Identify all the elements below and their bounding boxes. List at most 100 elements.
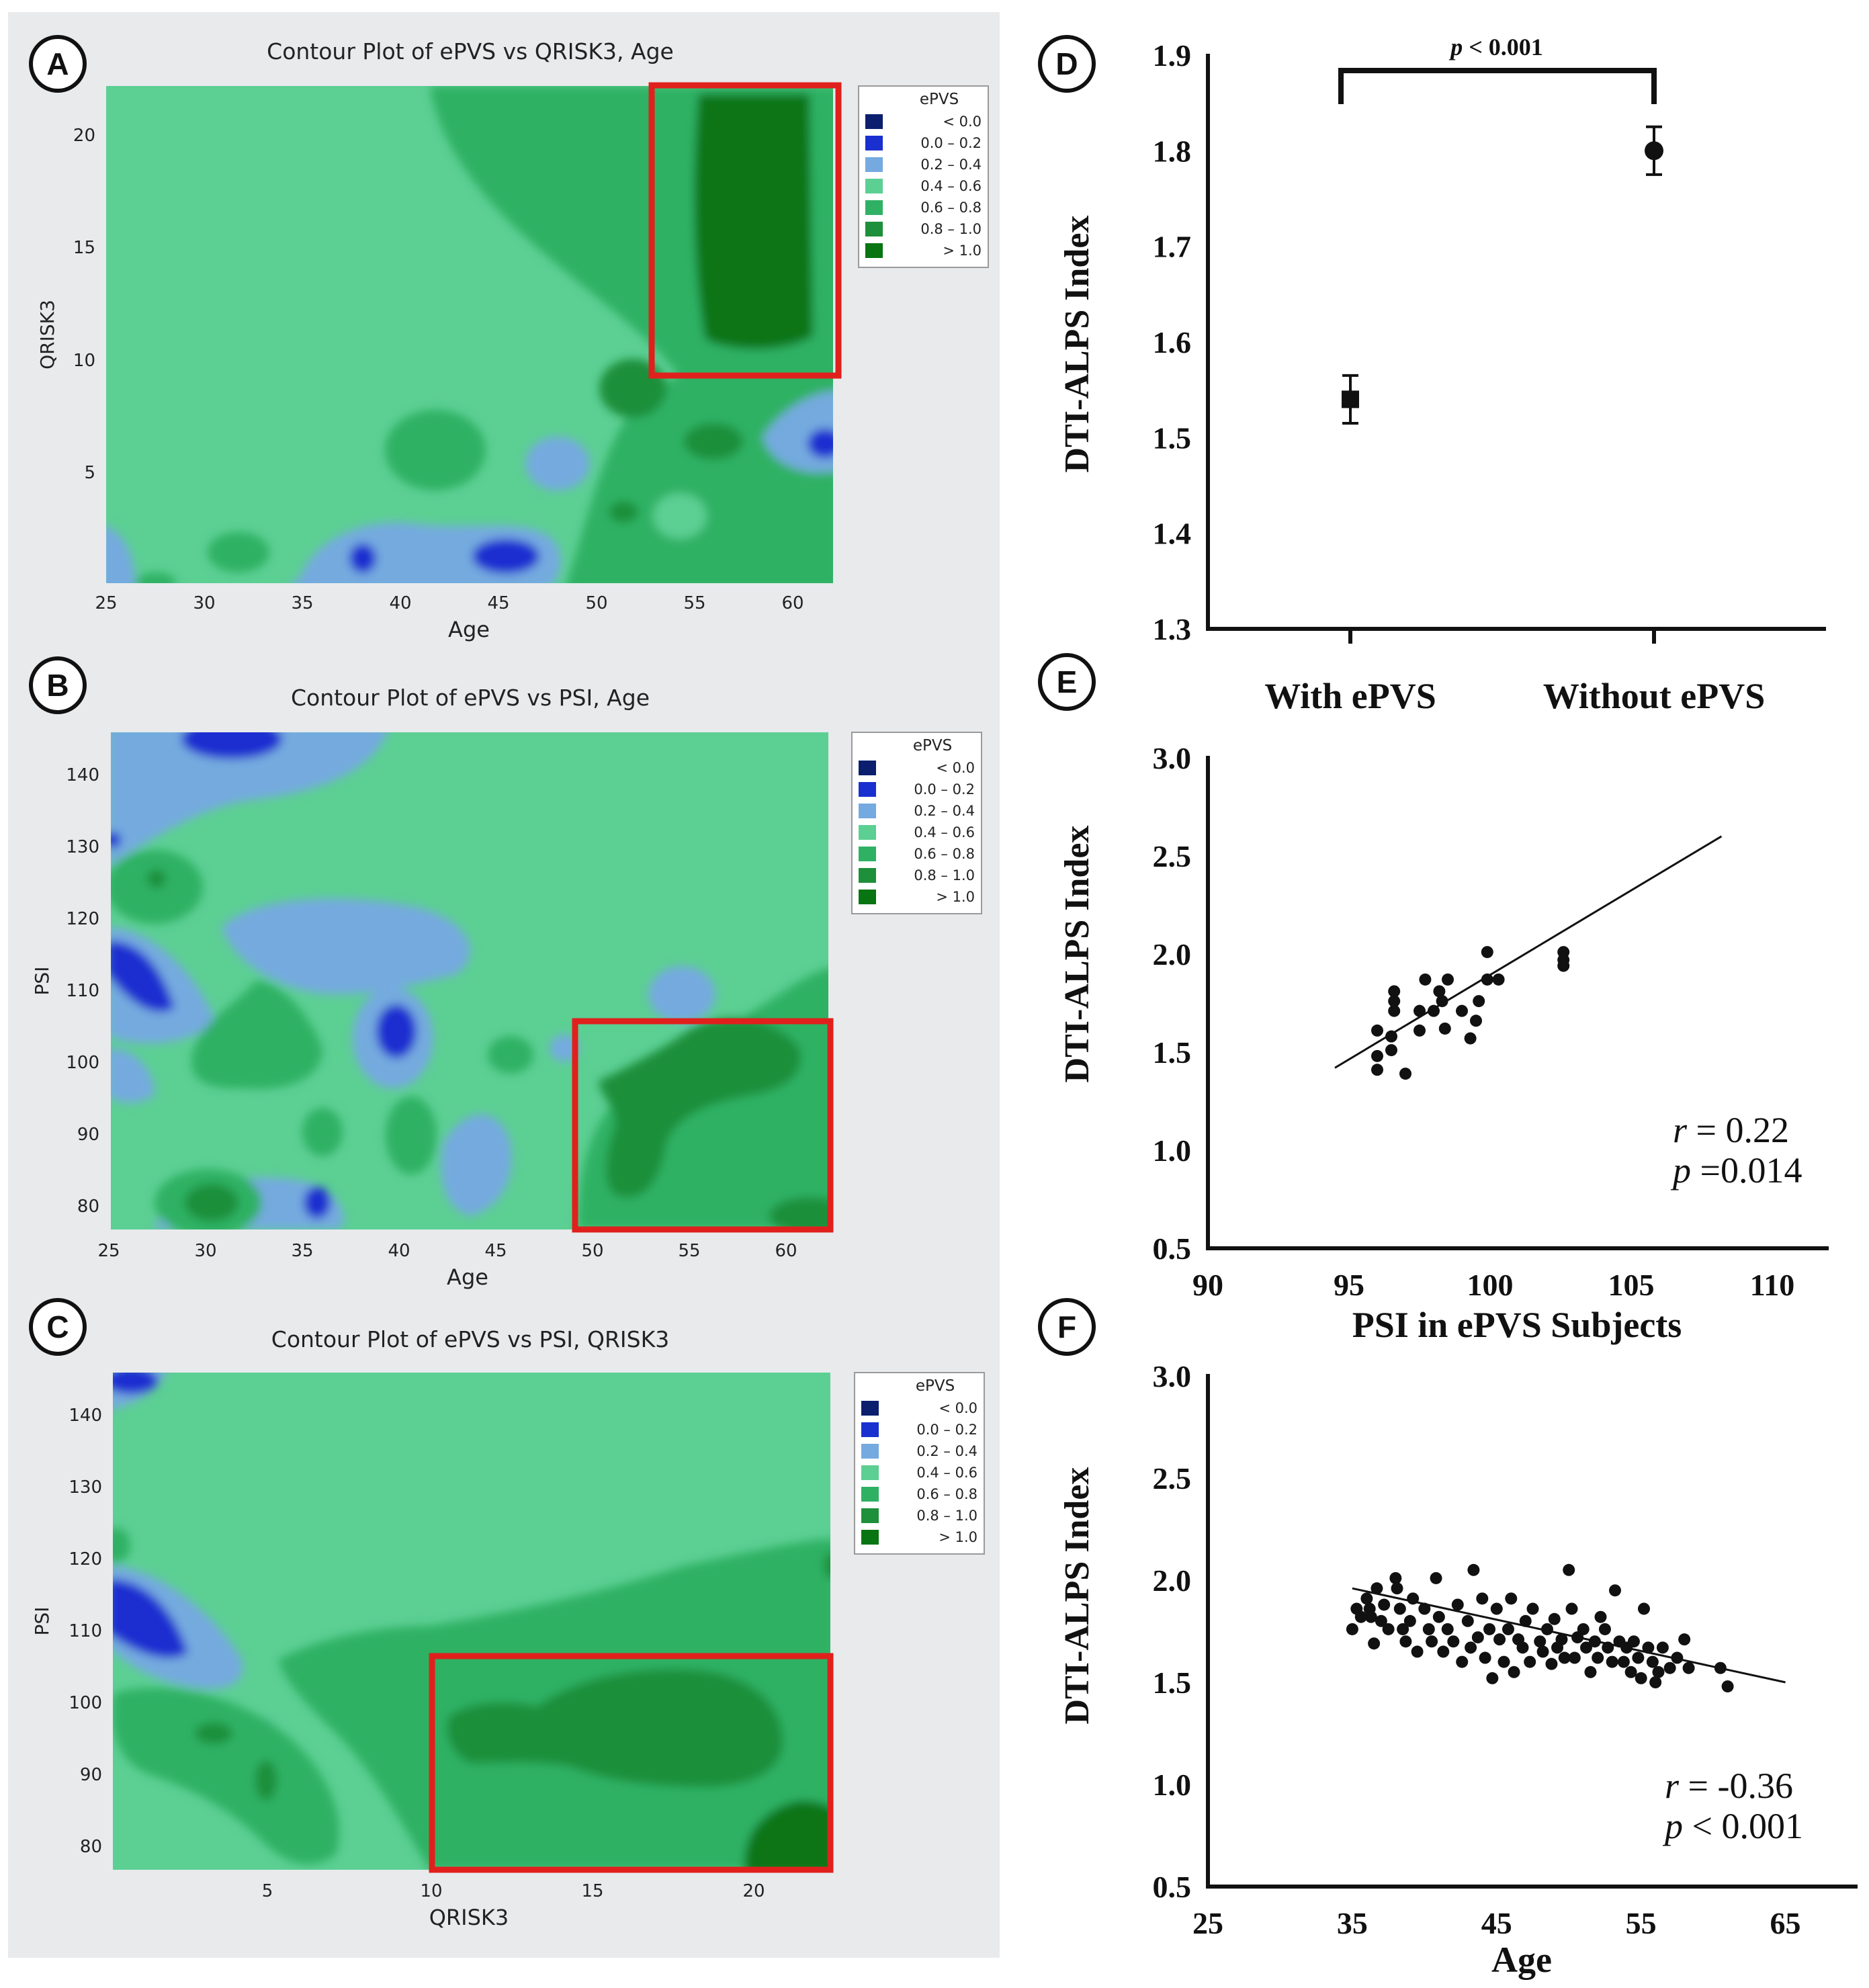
data-point <box>1565 1602 1578 1615</box>
data-point <box>1497 1655 1510 1668</box>
y-tick-label: 80 <box>80 1837 102 1857</box>
data-point <box>1624 1666 1637 1678</box>
legend-swatch <box>865 200 883 215</box>
legend-label: > 1.0 <box>939 1529 977 1545</box>
panel-d-p-annotation: p < 0.001 <box>1448 34 1543 60</box>
contour-region <box>106 525 135 583</box>
data-point <box>1721 1680 1734 1693</box>
data-point <box>1371 1049 1383 1062</box>
panel-b-highlight-box <box>572 1018 834 1233</box>
contour-region <box>599 359 666 418</box>
x-tick-label: 105 <box>1608 1268 1655 1302</box>
panel-f-points <box>1346 1563 1734 1693</box>
data-point <box>1428 1004 1440 1017</box>
data-point <box>1584 1666 1597 1678</box>
data-point <box>1385 1044 1397 1057</box>
y-tick-label: 1.7 <box>1153 230 1192 264</box>
data-point <box>1580 1641 1593 1654</box>
p-symbol: p <box>1670 1150 1691 1191</box>
legend-swatch <box>859 847 876 861</box>
data-point <box>1617 1655 1630 1668</box>
y-tick-label: 1.0 <box>1153 1133 1192 1168</box>
y-tick-label: 140 <box>69 1406 102 1426</box>
panel-a-legend: ePVS < 0.0 0.0 – 0.2 0.2 – 0.4 0.4 – 0.6 0.6 … <box>858 85 989 268</box>
legend-label: 0.8 – 1.0 <box>914 867 975 883</box>
y-tick-label: 2.0 <box>1153 1563 1192 1598</box>
data-point <box>1465 1641 1477 1654</box>
contour-region <box>113 1579 188 1658</box>
data-point <box>1397 1623 1409 1635</box>
legend-label: 0.6 – 0.8 <box>920 200 982 216</box>
y-tick-label: 1.6 <box>1153 325 1192 359</box>
data-point <box>1399 1068 1411 1080</box>
data-point <box>1471 1631 1484 1644</box>
data-point <box>1371 1582 1383 1595</box>
x-tick-label: 100 <box>1467 1268 1514 1302</box>
contour-region <box>113 1373 158 1394</box>
category-label: With ePVS <box>1264 676 1436 716</box>
panel-a-title: Contour Plot of ePVS vs QRISK3, Age <box>267 38 674 64</box>
legend-swatch <box>865 222 883 236</box>
data-point <box>1422 1623 1435 1635</box>
legend-swatch <box>859 761 876 775</box>
panel-a-regions <box>106 86 833 583</box>
x-tick-label: 65 <box>1770 1906 1801 1940</box>
contour-region <box>195 1723 232 1744</box>
x-tick-label: 40 <box>389 593 411 613</box>
legend-swatch <box>865 179 883 193</box>
y-tick-label: 140 <box>66 765 99 785</box>
data-point <box>1442 973 1454 986</box>
legend-swatch <box>859 804 876 818</box>
data-point <box>1540 1623 1553 1635</box>
data-point <box>1557 959 1570 972</box>
legend-label: 0.8 – 1.0 <box>916 1508 977 1524</box>
contour-region <box>550 1035 579 1062</box>
data-point <box>1656 1641 1669 1654</box>
data-point <box>1388 1004 1401 1017</box>
data-point <box>1558 1651 1571 1664</box>
data-point <box>1536 1645 1549 1658</box>
data-point <box>1563 1563 1575 1576</box>
legend-swatch <box>861 1508 879 1523</box>
legend-label: 0.0 – 0.2 <box>916 1422 977 1438</box>
x-tick-label: 45 <box>487 593 509 613</box>
data-point <box>1433 985 1446 998</box>
data-point <box>1519 1614 1532 1627</box>
legend-swatch <box>865 243 883 258</box>
contour-region <box>191 981 322 1089</box>
x-tick-label: 110 <box>1750 1268 1794 1302</box>
data-point <box>1524 1655 1536 1668</box>
contour-region <box>111 732 388 865</box>
contour-region <box>136 572 176 583</box>
panel-b-y-ticks: 140 130 120 110 100 90 80 <box>66 765 99 1217</box>
p-value: =0.014 <box>1691 1150 1802 1191</box>
x-tick-label: 5 <box>262 1881 273 1901</box>
panel-c-letter: C <box>46 1309 69 1344</box>
data-point <box>1403 1614 1416 1627</box>
panel-e-letter: E <box>1057 664 1078 699</box>
panel-f-x-ticks: 25 35 45 55 65 <box>1192 1906 1801 1940</box>
y-tick-label: 2.5 <box>1153 839 1192 873</box>
x-tick-label: 35 <box>291 1241 313 1261</box>
contour-region <box>181 732 282 759</box>
panel-c-title: Contour Plot of ePVS vs PSI, QRISK3 <box>271 1326 669 1352</box>
panel-f: F DTI-ALPS Index 0.5 1.0 1.5 2.0 2.5 3.0 25 35… <box>1038 1298 1858 1980</box>
legend-label: > 1.0 <box>936 889 975 905</box>
x-tick-label: 45 <box>484 1241 507 1261</box>
data-point <box>1534 1635 1547 1648</box>
panel-d-y-ticks: 1.3 1.4 1.5 1.6 1.7 1.8 1.9 <box>1153 38 1192 646</box>
x-tick-label: 60 <box>781 593 803 613</box>
data-point <box>1456 1655 1469 1668</box>
contour-region <box>111 832 121 848</box>
contour-region <box>113 1528 130 1563</box>
x-tick-label: 20 <box>742 1881 765 1901</box>
y-tick-label: 90 <box>77 1125 99 1145</box>
x-tick-label: 55 <box>1626 1906 1657 1940</box>
legend-swatch <box>859 868 876 883</box>
panel-a: A Contour Plot of ePVS vs QRISK3, Age <box>29 35 989 642</box>
legend-title: ePVS <box>913 737 952 754</box>
data-point <box>1545 1657 1558 1670</box>
panel-a-letter: A <box>46 46 69 81</box>
contour-region <box>111 1048 155 1103</box>
